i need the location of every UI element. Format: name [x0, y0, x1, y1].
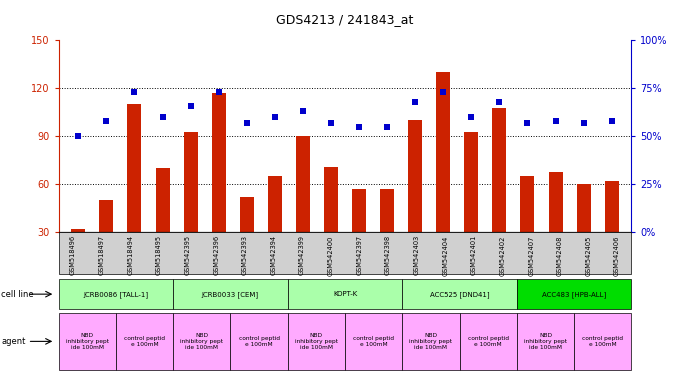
Bar — [155, 168, 170, 232]
Text: KOPT-K: KOPT-K — [333, 291, 357, 297]
Text: GSM542407: GSM542407 — [528, 235, 534, 276]
Text: ACC483 [HPB-ALL]: ACC483 [HPB-ALL] — [542, 291, 607, 298]
Text: control peptid
e 100mM: control peptid e 100mM — [124, 336, 165, 347]
Text: NBD
inhibitory pept
ide 100mM: NBD inhibitory pept ide 100mM — [524, 333, 567, 350]
Text: GDS4213 / 241843_at: GDS4213 / 241843_at — [276, 13, 414, 26]
Text: NBD
inhibitory pept
ide 100mM: NBD inhibitory pept ide 100mM — [409, 333, 453, 350]
Bar — [239, 197, 254, 232]
Bar — [577, 184, 591, 232]
Text: ACC525 [DND41]: ACC525 [DND41] — [430, 291, 489, 298]
Text: JCRB0086 [TALL-1]: JCRB0086 [TALL-1] — [83, 291, 148, 298]
Bar — [380, 189, 394, 232]
Text: control peptid
e 100mM: control peptid e 100mM — [468, 336, 509, 347]
Bar — [212, 93, 226, 232]
Text: GSM542394: GSM542394 — [270, 235, 277, 275]
Text: control peptid
e 100mM: control peptid e 100mM — [353, 336, 394, 347]
Text: GSM542397: GSM542397 — [356, 235, 362, 275]
Text: NBD
inhibitory pept
ide 100mM: NBD inhibitory pept ide 100mM — [295, 333, 338, 350]
Bar — [268, 176, 282, 232]
Text: GSM518495: GSM518495 — [156, 235, 162, 275]
Text: NBD
inhibitory pept
ide 100mM: NBD inhibitory pept ide 100mM — [66, 333, 109, 350]
Bar — [99, 200, 113, 232]
Text: GSM542393: GSM542393 — [241, 235, 248, 275]
Bar — [604, 181, 619, 232]
Text: GSM518496: GSM518496 — [70, 235, 76, 275]
Text: GSM518497: GSM518497 — [99, 235, 105, 275]
Text: GSM542406: GSM542406 — [614, 235, 620, 276]
Text: GSM542395: GSM542395 — [184, 235, 190, 275]
Text: GSM542399: GSM542399 — [299, 235, 305, 275]
Text: GSM542405: GSM542405 — [585, 235, 591, 276]
Bar — [296, 136, 310, 232]
Text: GSM542401: GSM542401 — [471, 235, 477, 275]
Text: GSM518494: GSM518494 — [127, 235, 133, 275]
Text: GSM542403: GSM542403 — [413, 235, 420, 275]
Bar — [184, 131, 197, 232]
Text: GSM542408: GSM542408 — [557, 235, 563, 276]
Text: control peptid
e 100mM: control peptid e 100mM — [239, 336, 279, 347]
Bar — [408, 120, 422, 232]
Bar — [352, 189, 366, 232]
Text: NBD
inhibitory pept
ide 100mM: NBD inhibitory pept ide 100mM — [180, 333, 224, 350]
Text: GSM542398: GSM542398 — [385, 235, 391, 275]
Text: agent: agent — [1, 337, 26, 346]
Text: JCRB0033 [CEM]: JCRB0033 [CEM] — [202, 291, 259, 298]
Bar — [436, 72, 451, 232]
Text: cell line: cell line — [1, 290, 34, 299]
Bar — [549, 172, 562, 232]
Text: GSM542400: GSM542400 — [328, 235, 334, 276]
Bar — [71, 229, 86, 232]
Bar — [520, 176, 535, 232]
Bar — [493, 108, 506, 232]
Text: GSM542396: GSM542396 — [213, 235, 219, 275]
Bar — [464, 131, 478, 232]
Bar — [128, 104, 141, 232]
Text: GSM542404: GSM542404 — [442, 235, 448, 276]
Text: control peptid
e 100mM: control peptid e 100mM — [582, 336, 623, 347]
Text: GSM542402: GSM542402 — [500, 235, 506, 276]
Bar — [324, 167, 338, 232]
